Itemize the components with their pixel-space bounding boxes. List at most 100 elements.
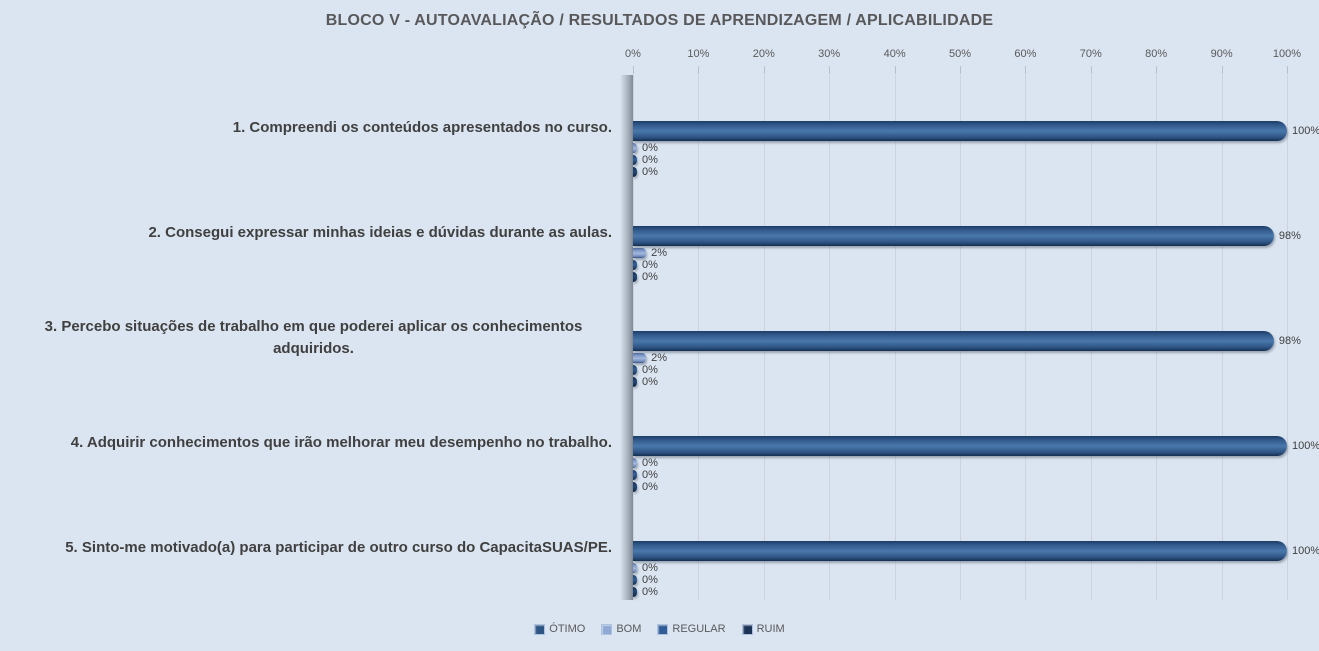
legend-item: RUIM [741,623,785,635]
x-axis-tick-label: 30% [818,48,841,60]
x-axis-tick [763,66,765,74]
bar-row: 0% [633,364,1301,376]
legend-item: REGULAR [657,623,726,635]
category-label: 3. Percebo situações de trabalho em que … [15,285,612,390]
bar-bom [633,353,647,363]
x-axis-tick-label: 90% [1210,48,1233,60]
category-group: 3. Percebo situações de trabalho em que … [0,285,1319,390]
value-label: 0% [642,364,658,376]
x-axis-tick [894,66,896,74]
x-axis-tick-label: 0% [625,48,641,60]
value-label: 0% [642,259,658,271]
category-label: 4. Adquirir conhecimentos que irão melho… [71,390,612,495]
bar-ruim [633,167,637,177]
legend-item: BOM [601,623,641,635]
x-axis-tick [698,66,700,74]
bar-bom [633,248,647,258]
category-group: 2. Consegui expressar minhas ideias e dú… [0,180,1319,285]
bar-regular [633,575,637,585]
value-label: 0% [642,457,658,469]
value-label: 0% [642,142,658,154]
x-axis-tick-label: 10% [687,48,710,60]
bar-row: 0% [633,574,1319,586]
bar-ótimo [633,331,1274,351]
x-axis-tick [1090,66,1092,74]
x-axis-tick [633,66,634,74]
bar-ruim [633,587,637,597]
x-axis-tick-label: 70% [1079,48,1102,60]
value-label: 0% [642,481,658,493]
bar-regular [633,155,637,165]
axis-shadow [620,75,633,600]
bar-cluster: 98% 2% 0% 0% [633,225,1301,283]
value-label: 0% [642,271,658,283]
legend-marker-ótimo [534,623,546,635]
legend-label: ÓTIMO [549,623,586,635]
x-axis-tick-label: 100% [1272,48,1302,60]
value-label: 0% [642,562,658,574]
value-label: 100% [1292,545,1319,557]
category-label-text: 2. Consegui expressar minhas ideias e dú… [148,223,612,241]
category-label-text: 1. Compreendi os conteúdos apresentados … [232,118,612,136]
bar-cluster: 100% 0% 0% 0% [633,435,1319,493]
legend-marker-regular [657,623,669,635]
bar-ótimo [633,121,1287,141]
category-group: 1. Compreendi os conteúdos apresentados … [0,75,1319,180]
bar-row: 0% [633,166,1319,178]
legend-label: REGULAR [672,623,726,635]
legend-item: ÓTIMO [534,623,585,635]
bar-bom [633,458,637,468]
value-label: 0% [642,469,658,481]
bar-ótimo [633,541,1287,561]
category-label-text: 5. Sinto-me motivado(a) para participar … [65,538,612,556]
bar-ruim [633,272,637,282]
gridline [1287,75,1288,600]
value-label: 98% [1278,335,1301,347]
category-label: 2. Consegui expressar minhas ideias e dú… [148,180,612,285]
x-axis-tick-label: 50% [948,48,972,60]
bar-regular [633,470,637,480]
x-axis-tick-label: 40% [883,48,906,60]
bar-bom [633,143,637,153]
legend-marker-bom [601,623,613,635]
bar-row: 0% [633,481,1319,493]
bar-row: 100% [633,435,1319,457]
bar-row: 0% [633,376,1301,388]
category-group: 5. Sinto-me motivado(a) para participar … [0,495,1319,600]
bar-row: 0% [633,586,1319,598]
x-axis-tick [1221,66,1223,74]
bar-row: 0% [633,142,1319,154]
category-label-text: 4. Adquirir conhecimentos que irão melho… [70,433,612,451]
category-group: 4. Adquirir conhecimentos que irão melho… [0,390,1319,495]
bar-row: 100% [633,120,1319,142]
bar-ótimo [633,436,1287,456]
bar-regular [633,365,637,375]
value-label: 2% [651,352,667,364]
x-axis-tick-label: 20% [752,48,775,60]
bar-row: 98% [633,330,1301,352]
bar-bom [633,563,637,573]
value-label: 0% [642,166,658,178]
x-axis-tick [1156,66,1158,74]
x-axis-tick [1287,66,1288,74]
x-axis-tick [829,66,831,74]
value-label: 0% [642,586,658,598]
bar-row: 0% [633,469,1319,481]
legend: ÓTIMO BOM REGULAR RUIM [0,623,1319,635]
x-axis-tick [1025,66,1027,74]
bar-regular [633,260,637,270]
value-label: 0% [642,376,658,388]
bar-row: 100% [633,540,1319,562]
bar-cluster: 100% 0% 0% 0% [633,120,1319,178]
category-label: 5. Sinto-me motivado(a) para participar … [65,495,612,600]
value-label: 100% [1292,440,1319,452]
bar-cluster: 100% 0% 0% 0% [633,540,1319,598]
bar-cluster: 98% 2% 0% 0% [633,330,1301,388]
bar-row: 2% [633,247,1301,259]
category-label: 1. Compreendi os conteúdos apresentados … [233,75,612,180]
bar-row: 0% [633,271,1301,283]
bar-row: 98% [633,225,1301,247]
legend-marker-ruim [741,623,753,635]
x-axis-tick-label: 80% [1145,48,1168,60]
